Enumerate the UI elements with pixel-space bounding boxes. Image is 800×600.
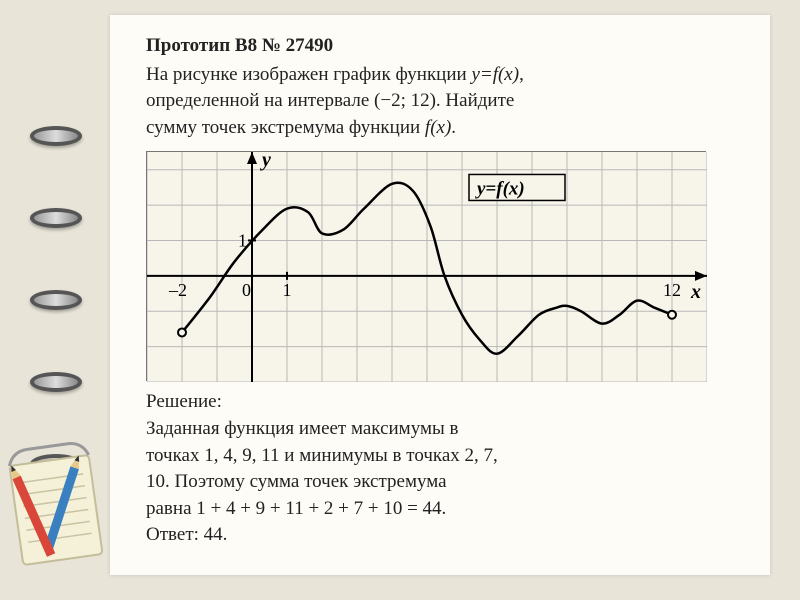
problem-l2a: определенной на интервале (: [146, 90, 380, 111]
solution-l1: Заданная функция имеет максимумы в: [146, 416, 742, 443]
ring: [30, 372, 82, 392]
problem-text: На рисунке изображен график функции y=f(…: [146, 62, 742, 142]
solution-heading: Решение:: [146, 389, 742, 416]
svg-text:y=f(x): y=f(x): [475, 179, 525, 200]
function-chart: –201121yxy=f(x): [146, 151, 706, 381]
solution-answer: Ответ: 44.: [146, 522, 742, 549]
page: Прототип B8 № 27490 На рисунке изображен…: [110, 15, 770, 575]
ring: [30, 290, 82, 310]
ring: [30, 208, 82, 228]
problem-l3a: сумму точек экстремума функции: [146, 117, 425, 138]
problem-l2b: ). Найдите: [430, 90, 515, 111]
header-prefix: Прототип B8 №: [146, 35, 286, 56]
svg-text:y: y: [260, 152, 271, 171]
chart-svg: –201121yxy=f(x): [147, 152, 707, 382]
problem-fn2: f(x): [425, 117, 451, 138]
problem-fn1: y=f(x): [471, 64, 519, 85]
header-number: 27490: [286, 35, 334, 56]
notepad-decoration: [0, 430, 116, 590]
problem-l1b: ,: [519, 64, 524, 85]
svg-text:–2: –2: [168, 280, 187, 300]
solution-l4: равна 1 + 4 + 9 + 11 + 2 + 7 + 10 = 44.: [146, 496, 742, 523]
ring: [30, 126, 82, 146]
problem-l3b: .: [451, 117, 456, 138]
solution-block: Решение: Заданная функция имеет максимум…: [146, 389, 742, 549]
svg-text:0: 0: [242, 280, 251, 300]
svg-text:x: x: [690, 281, 701, 303]
problem-interval: −2; 12: [380, 90, 429, 111]
solution-l2: точках 1, 4, 9, 11 и минимумы в точках 2…: [146, 443, 742, 470]
problem-l1a: На рисунке изображен график функции: [146, 64, 471, 85]
problem-header: Прототип B8 № 27490: [146, 33, 742, 60]
solution-l3: 10. Поэтому сумма точек экстремума: [146, 469, 742, 496]
svg-text:1: 1: [283, 280, 292, 300]
svg-text:12: 12: [663, 280, 681, 300]
